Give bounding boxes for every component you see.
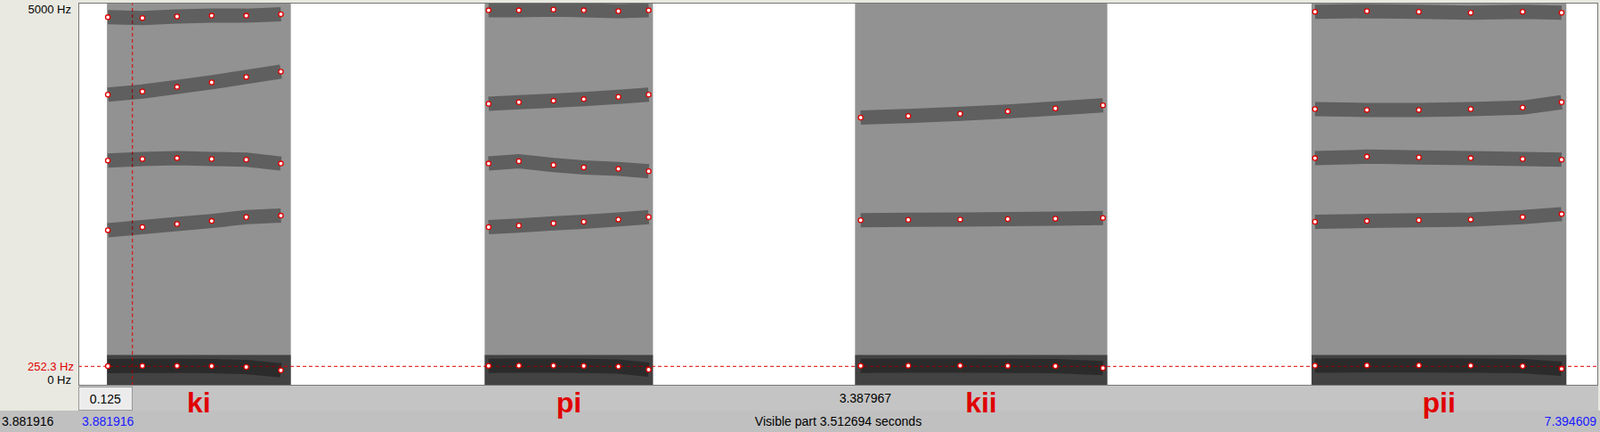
html-text:0.125: 0.125 bbox=[89, 391, 122, 406]
html-text:Visible part 3.512694 seconds: Visible part 3.512694 seconds bbox=[754, 414, 922, 429]
svg-text:0 Hz: 0 Hz bbox=[47, 373, 72, 387]
html-text:3.881916: 3.881916 bbox=[1, 414, 54, 429]
html-text:3.387967: 3.387967 bbox=[839, 390, 892, 406]
html-text:pii: pii bbox=[1422, 386, 1456, 419]
html-text:ki: ki bbox=[186, 386, 211, 419]
html-text:3.881916: 3.881916 bbox=[81, 414, 134, 429]
html-text:7.394609: 7.394609 bbox=[1544, 414, 1597, 429]
html-text:kii: kii bbox=[965, 386, 998, 419]
svg-text:252.3 Hz: 252.3 Hz bbox=[27, 359, 74, 374]
html-text:pi: pi bbox=[556, 386, 582, 419]
svg-text:5000 Hz: 5000 Hz bbox=[28, 2, 72, 17]
